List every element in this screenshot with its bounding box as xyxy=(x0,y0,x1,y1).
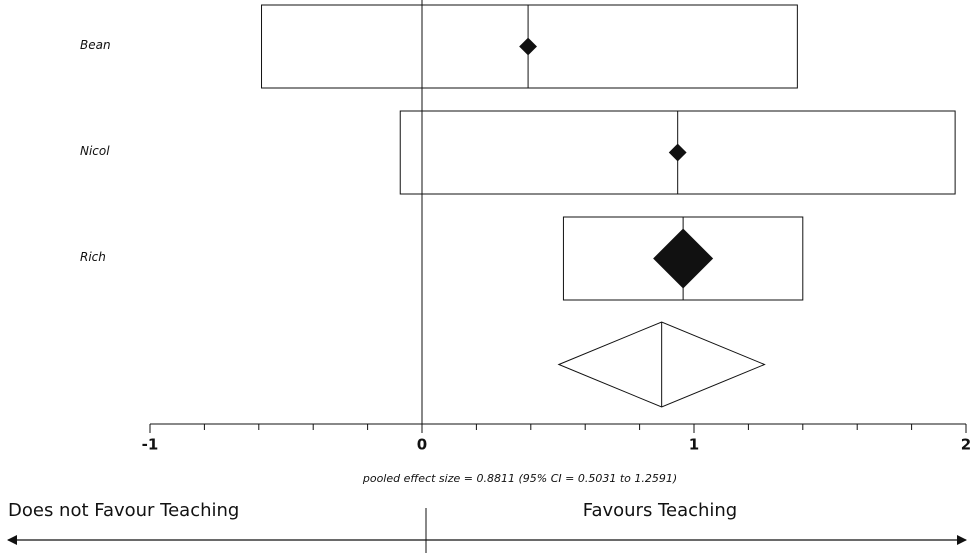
effect-marker xyxy=(668,143,687,162)
x-tick-label: 0 xyxy=(417,436,427,454)
effect-marker xyxy=(519,37,537,56)
pooled-label: pooled effect size = 0.8811 (95% CI = 0.… xyxy=(362,472,677,485)
ci-box xyxy=(261,4,798,89)
study-label: Bean xyxy=(80,38,111,52)
left-label: Does not Favour Teaching xyxy=(8,500,239,521)
study-label: Rich xyxy=(80,250,106,264)
effect-marker xyxy=(653,228,714,289)
x-tick-label: -1 xyxy=(142,436,159,454)
study-label: Nicol xyxy=(80,144,110,158)
x-tick-label: 2 xyxy=(961,436,971,454)
x-tick-label: 1 xyxy=(689,436,699,454)
right-label: Favours Teaching xyxy=(583,500,738,521)
